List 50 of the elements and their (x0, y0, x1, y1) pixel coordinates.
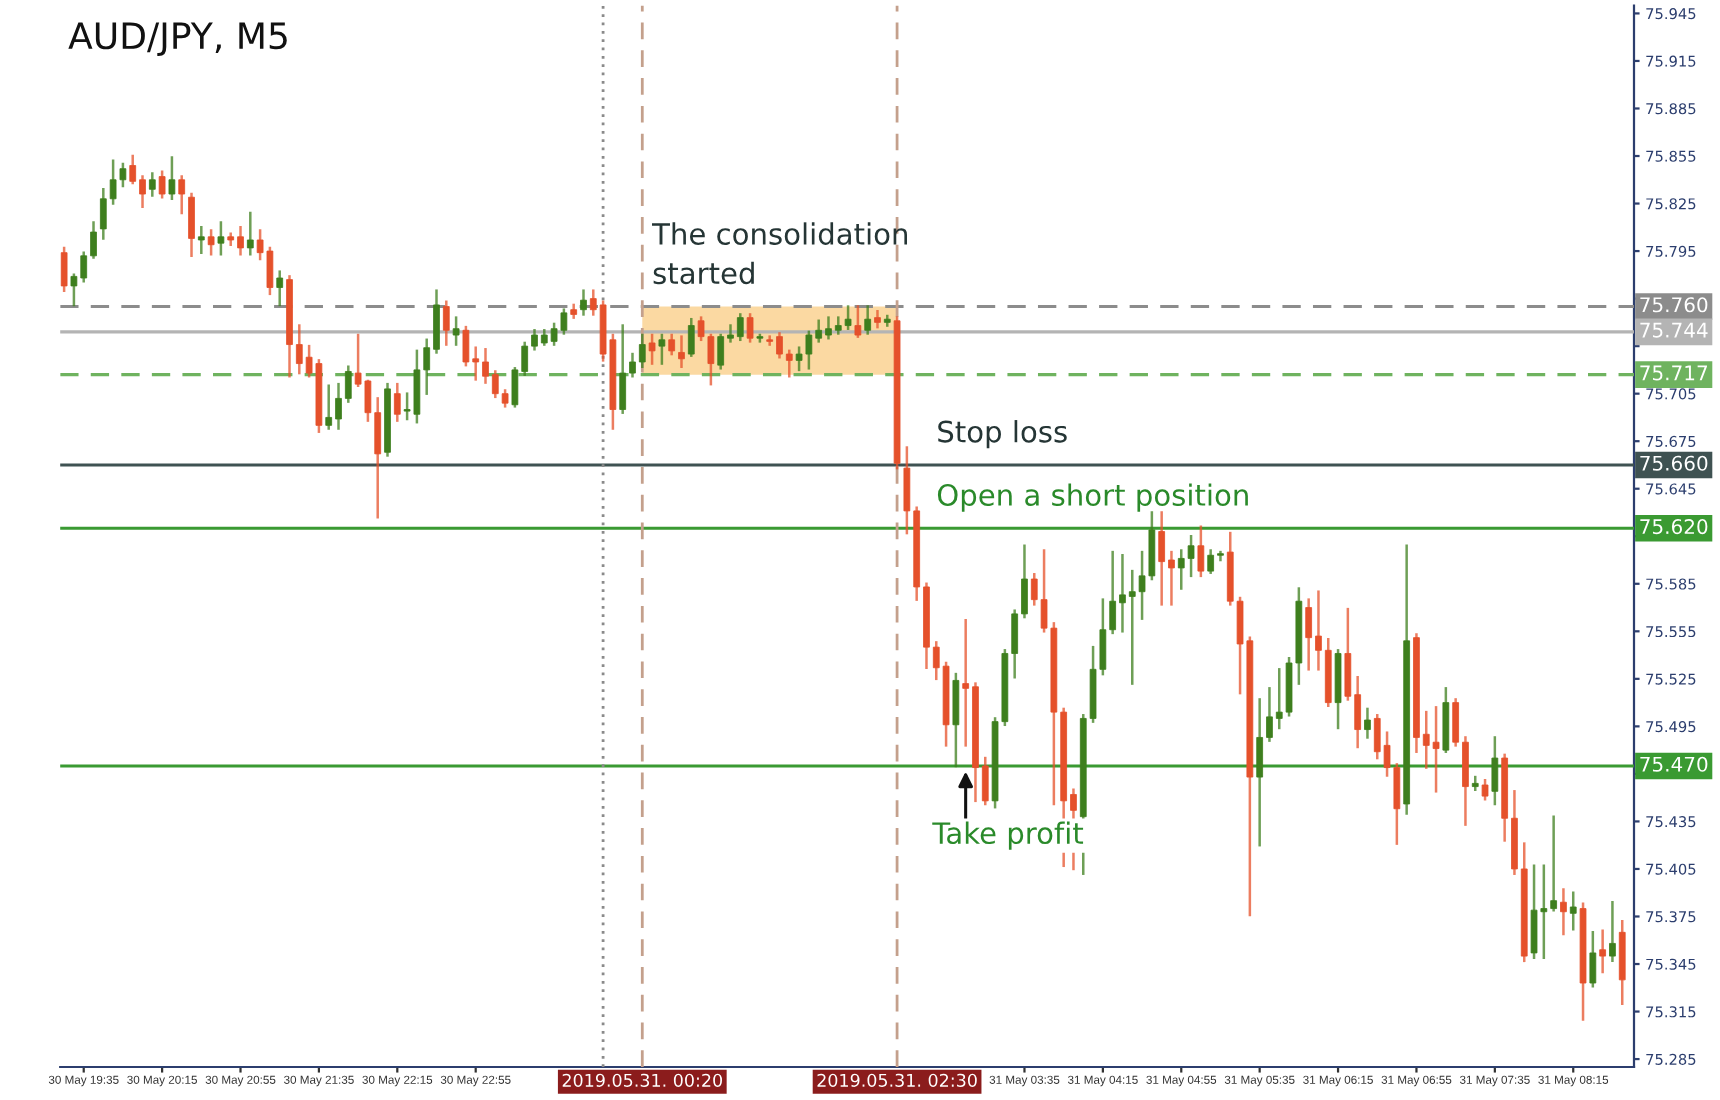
candlestick (580, 289, 587, 316)
candlestick (1560, 888, 1567, 936)
candlestick (207, 229, 215, 256)
candlestick (168, 156, 176, 201)
ref-line-label: 75.470 (1640, 756, 1708, 772)
candlestick (1569, 891, 1577, 931)
candlestick (648, 333, 656, 365)
candlestick (217, 221, 225, 256)
candlestick (452, 316, 460, 346)
candlestick (658, 333, 666, 365)
candlestick (1609, 900, 1616, 963)
annotation: Take profit (932, 821, 1084, 850)
candlestick (148, 172, 156, 197)
ref-line-label: 75.760 (1640, 297, 1708, 313)
candlestick (687, 317, 695, 357)
candlestick (1599, 929, 1606, 974)
candlestick (1618, 919, 1626, 1005)
candlestick (158, 170, 166, 199)
annotation: Open a short position (937, 483, 1248, 512)
annotation: The consolidation started (652, 222, 907, 285)
candlestick (1491, 736, 1499, 806)
candlestick (442, 300, 450, 346)
ref-line-label: 2019.05.31. 02:30 (817, 1073, 977, 1087)
chart-title: AUD/JPY, M5 (68, 22, 287, 57)
candlestick (276, 270, 284, 307)
ref-line-label: 75.620 (1640, 519, 1708, 535)
candlestick (746, 313, 754, 343)
candlestick (864, 305, 872, 335)
candlestick (883, 314, 891, 327)
candlestick (178, 175, 186, 215)
ref-line-label: 75.660 (1640, 455, 1708, 471)
ref-line-label: 75.717 (1640, 365, 1707, 381)
ref-line-label: 2019.05.31. 00:20 (562, 1073, 723, 1087)
candlestick (1364, 707, 1371, 739)
ref-line-label: 75.744 (1640, 322, 1708, 338)
candlestick (1442, 687, 1450, 753)
candlestick (393, 382, 401, 422)
candlestick (246, 211, 254, 256)
candlestick (854, 305, 862, 338)
candlestick (678, 335, 685, 368)
candlestick (197, 226, 205, 254)
candlestick (1589, 931, 1597, 988)
candlestick (60, 246, 68, 292)
candlestick (874, 310, 881, 329)
candlestick (1197, 525, 1205, 578)
candlestick (188, 192, 195, 258)
candlestick (952, 672, 960, 768)
annotation: Stop loss (938, 420, 1067, 449)
candlestick (1481, 778, 1489, 801)
candlestick (668, 333, 676, 356)
